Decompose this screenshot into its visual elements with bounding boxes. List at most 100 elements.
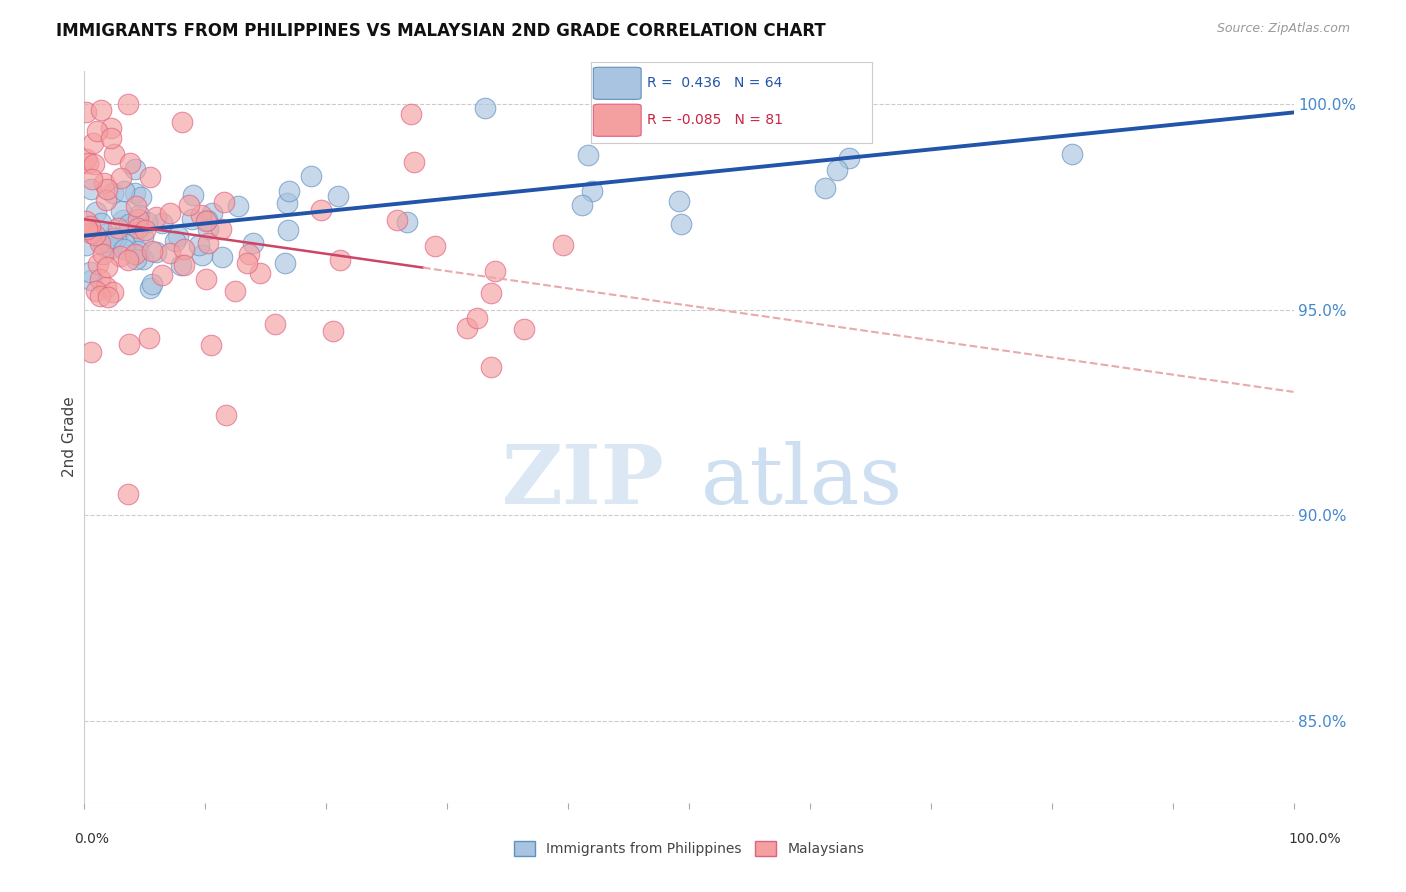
Point	[100, 130, 122, 145]
Point	[200, 338, 222, 352]
Text: IMMIGRANTS FROM PHILIPPINES VS MALAYSIAN 2ND GRADE CORRELATION CHART: IMMIGRANTS FROM PHILIPPINES VS MALAYSIAN…	[56, 22, 825, 40]
Point	[103, 285, 125, 299]
Point	[90, 216, 112, 230]
Point	[179, 198, 201, 212]
Point	[215, 408, 238, 422]
Point	[138, 331, 160, 345]
Point	[94, 280, 117, 294]
Point	[89, 289, 111, 303]
Point	[89, 272, 111, 286]
Point	[127, 211, 149, 226]
Point	[404, 155, 426, 169]
Point	[96, 235, 118, 250]
Point	[80, 272, 103, 286]
Point	[94, 193, 117, 207]
Point	[159, 206, 181, 220]
Point	[101, 186, 124, 201]
Point	[668, 194, 690, 209]
Point	[326, 189, 349, 203]
Point	[170, 115, 193, 129]
Point	[169, 258, 191, 272]
Point	[139, 170, 162, 185]
Text: 100.0%: 100.0%	[1288, 832, 1341, 846]
Point	[118, 217, 141, 231]
Point	[86, 123, 108, 137]
Point	[190, 208, 212, 222]
Point	[87, 257, 110, 271]
Point	[242, 236, 264, 251]
Point	[83, 228, 105, 243]
Point	[576, 148, 599, 162]
Point	[423, 239, 446, 253]
Point	[136, 214, 159, 228]
Point	[181, 188, 204, 202]
FancyBboxPatch shape	[593, 104, 641, 136]
Point	[141, 277, 163, 292]
Point	[1060, 147, 1083, 161]
Point	[117, 487, 139, 501]
Text: atlas: atlas	[702, 441, 903, 521]
Point	[80, 172, 103, 186]
Point	[83, 157, 105, 171]
Point	[127, 221, 149, 235]
Point	[96, 182, 118, 196]
Point	[108, 249, 131, 263]
Y-axis label: 2nd Grade: 2nd Grade	[62, 397, 77, 477]
Text: R =  0.436   N = 64: R = 0.436 N = 64	[647, 77, 782, 90]
Text: R = -0.085   N = 81: R = -0.085 N = 81	[647, 113, 783, 128]
Point	[669, 217, 692, 231]
Point	[82, 136, 104, 150]
Point	[76, 237, 98, 252]
Point	[236, 256, 259, 270]
Point	[329, 253, 352, 268]
Legend: Immigrants from Philippines, Malaysians: Immigrants from Philippines, Malaysians	[509, 836, 869, 862]
Point	[100, 241, 122, 255]
Point	[838, 151, 860, 165]
Text: 0.0%: 0.0%	[75, 832, 108, 846]
Point	[474, 101, 496, 115]
Point	[91, 247, 114, 261]
Point	[114, 237, 136, 252]
Point	[112, 242, 135, 256]
Point	[167, 229, 190, 244]
Point	[299, 169, 322, 184]
Point	[228, 199, 250, 213]
Text: ZIP: ZIP	[502, 441, 665, 521]
Point	[124, 186, 146, 200]
Point	[122, 230, 145, 244]
Point	[75, 104, 97, 119]
Point	[197, 221, 219, 235]
Point	[117, 252, 139, 267]
Point	[89, 235, 111, 250]
Point	[163, 234, 186, 248]
Point	[238, 247, 260, 261]
Point	[396, 215, 419, 229]
Point	[134, 222, 156, 236]
Point	[124, 162, 146, 177]
FancyBboxPatch shape	[593, 67, 641, 99]
Point	[399, 107, 422, 121]
Point	[93, 176, 115, 190]
Point	[311, 202, 333, 217]
Point	[79, 226, 101, 240]
Point	[211, 250, 233, 264]
Point	[125, 252, 148, 267]
Point	[197, 235, 219, 250]
Point	[105, 231, 128, 245]
Point	[76, 222, 98, 236]
Point	[456, 321, 478, 335]
Text: Source: ZipAtlas.com: Source: ZipAtlas.com	[1216, 22, 1350, 36]
Point	[128, 208, 150, 222]
Point	[96, 260, 118, 275]
Point	[769, 123, 792, 137]
Point	[276, 195, 298, 210]
Point	[75, 214, 97, 228]
Point	[112, 185, 135, 199]
Point	[159, 246, 181, 260]
Point	[484, 264, 506, 278]
Point	[118, 337, 141, 351]
Point	[173, 258, 195, 272]
Point	[117, 97, 139, 112]
Point	[103, 147, 125, 161]
Point	[127, 244, 149, 259]
